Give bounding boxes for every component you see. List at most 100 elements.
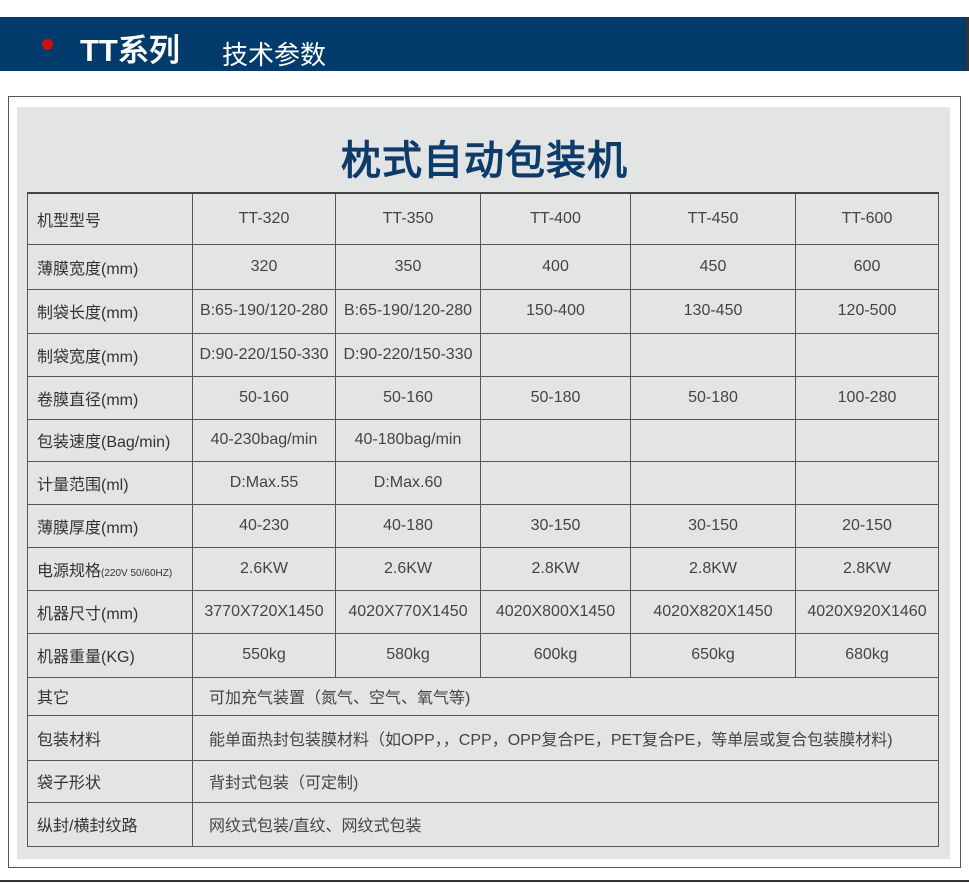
table-header-row: 机型型号 TT-320 TT-350 TT-400 TT-450 TT-600 — [27, 192, 939, 245]
merged-value-cell: 背封式包装（可定制) — [192, 759, 939, 803]
model-header-cell: TT-320 — [192, 192, 336, 245]
row-label-cell: 薄膜厚度(mm) — [27, 503, 193, 548]
model-header-cell: TT-400 — [480, 192, 631, 245]
header-banner: TT系列 技术参数 — [0, 17, 969, 71]
table-row: 制袋长度(mm) B:65-190/120-280 B:65-190/120-280… — [27, 288, 939, 334]
value-cell: 450 — [630, 243, 796, 290]
value-cell: 4020X800X1450 — [480, 589, 631, 634]
row-label-cell: 包装速度(Bag/min) — [27, 418, 193, 462]
value-cell — [630, 418, 796, 462]
value-cell: 350 — [335, 243, 481, 290]
series-title: TT系列 — [80, 33, 180, 68]
table-row: 计量范围(ml) D:Max.55 D:Max.60 — [27, 460, 939, 505]
value-cell: 40-230 — [192, 503, 336, 548]
row-label-cell: 机器重量(KG) — [27, 632, 193, 678]
model-label-cell: 机型型号 — [27, 192, 193, 245]
model-header-cell: TT-350 — [335, 192, 481, 245]
value-cell: 600kg — [480, 632, 631, 678]
value-cell: D:Max.60 — [335, 460, 481, 505]
row-label: 薄膜宽度(mm) — [37, 260, 139, 278]
value-cell: 600 — [795, 243, 939, 290]
merged-row: 其它 可加充气装置（氮气、空气、氧气等) — [27, 676, 939, 716]
value-cell — [795, 418, 939, 462]
value-cell — [630, 332, 796, 377]
value-cell: 650kg — [630, 632, 796, 678]
value-cell: 4020X920X1460 — [795, 589, 939, 634]
value-cell: 20-150 — [795, 503, 939, 548]
row-label: 制袋长度(mm) — [37, 305, 139, 322]
table-row: 薄膜宽度(mm) 320 350 400 450 600 — [27, 243, 939, 290]
value-cell: B:65-190/120-280 — [335, 288, 481, 334]
value-cell: 4020X820X1450 — [630, 589, 796, 634]
value-cell: 2.8KW — [795, 546, 939, 591]
merged-value-cell: 能单面热封包装膜材料（如OPP，，CPP，OPP复合PE，PET复合PE，等单层… — [192, 714, 939, 761]
merged-value-cell: 可加充气装置（氮气、空气、氧气等) — [192, 676, 939, 716]
row-label-cell: 机器尺寸(mm) — [27, 589, 193, 634]
merged-row: 袋子形状 背封式包装（可定制) — [27, 759, 939, 803]
value-cell: 120-500 — [795, 288, 939, 334]
merged-value-cell: 网纹式包装/直纹、网纹式包装 — [192, 801, 939, 847]
table-row: 机器重量(KG) 550kg 580kg 600kg 650kg 680kg — [27, 632, 939, 678]
row-label: 卷膜直径(mm) — [37, 391, 139, 409]
value-cell: 30-150 — [630, 503, 796, 548]
row-label-cell: 计量范围(ml) — [27, 460, 193, 505]
value-cell: 50-160 — [335, 375, 481, 420]
row-label-cell: 电源规格(220V 50/60HZ) — [27, 546, 193, 591]
row-label: 制袋宽度(mm) — [37, 348, 139, 366]
row-label: 机器重量(KG) — [37, 649, 135, 666]
model-header-cell: TT-600 — [795, 192, 939, 245]
value-cell — [630, 460, 796, 505]
row-label-cell: 薄膜宽度(mm) — [27, 243, 193, 290]
value-cell: 2.8KW — [480, 546, 631, 591]
table-row: 卷膜直径(mm) 50-160 50-160 50-180 50-180 100-280 — [27, 375, 939, 420]
product-title: 枕式自动包装机 — [341, 138, 628, 184]
value-cell: 50-160 — [192, 375, 336, 420]
value-cell — [795, 460, 939, 505]
value-cell: 2.6KW — [192, 546, 336, 591]
row-label-cell: 包装材料 — [27, 714, 193, 761]
value-cell: 2.6KW — [335, 546, 481, 591]
table-row: 机器尺寸(mm) 3770X720X1450 4020X770X1450 4020X8… — [27, 589, 939, 634]
row-label-cell: 制袋宽度(mm) — [27, 332, 193, 377]
row-label-cell: 卷膜直径(mm) — [27, 375, 193, 420]
value-cell: 100-280 — [795, 375, 939, 420]
value-cell: 400 — [480, 243, 631, 290]
row-label-cell: 制袋长度(mm) — [27, 288, 193, 334]
spec-table-body: 机型型号 TT-320 TT-350 TT-400 TT-450 TT-600 薄膜宽度(m… — [27, 192, 939, 847]
table-row: 电源规格(220V 50/60HZ) 2.6KW 2.6KW 2.8KW 2.8KW 2.… — [27, 546, 939, 591]
value-cell — [480, 418, 631, 462]
table-row: 包装速度(Bag/min) 40-230bag/min 40-180bag/min — [27, 418, 939, 462]
table-row: 薄膜厚度(mm) 40-230 40-180 30-150 30-150 20-150 — [27, 503, 939, 548]
value-cell: 3770X720X1450 — [192, 589, 336, 634]
model-header-cell: TT-450 — [630, 192, 796, 245]
divider — [0, 880, 969, 882]
value-cell: 40-180bag/min — [335, 418, 481, 462]
spec-table: 机型型号 TT-320 TT-350 TT-400 TT-450 TT-600 薄膜宽度(m… — [27, 192, 939, 847]
value-cell: D:90-220/150-330 — [192, 332, 336, 377]
section-subtitle: 技术参数 — [222, 41, 327, 71]
value-cell — [480, 460, 631, 505]
red-dot-icon — [42, 39, 53, 50]
value-cell: 4020X770X1450 — [335, 589, 481, 634]
row-label-cell: 袋子形状 — [27, 759, 193, 803]
table-row: 制袋宽度(mm) D:90-220/150-330 D:90-220/150-330 — [27, 332, 939, 377]
row-label: 电源规格 — [37, 562, 102, 580]
value-cell — [795, 332, 939, 377]
merged-row: 纵封/横封纹路 网纹式包装/直纹、网纹式包装 — [27, 801, 939, 847]
value-cell: 130-450 — [630, 288, 796, 334]
value-cell: 550kg — [192, 632, 336, 678]
value-cell: 40-180 — [335, 503, 481, 548]
value-cell: 2.8KW — [630, 546, 796, 591]
value-cell — [480, 332, 631, 377]
value-cell: B:65-190/120-280 — [192, 288, 336, 334]
value-cell: D:Max.55 — [192, 460, 336, 505]
value-cell: 50-180 — [630, 375, 796, 420]
row-label: 计量范围(ml) — [37, 476, 129, 494]
value-cell: 30-150 — [480, 503, 631, 548]
value-cell: 150-400 — [480, 288, 631, 334]
value-cell: 320 — [192, 243, 336, 290]
row-label: 薄膜厚度(mm) — [37, 519, 139, 537]
value-cell: 40-230bag/min — [192, 418, 336, 462]
value-cell: 50-180 — [480, 375, 631, 420]
merged-row: 包装材料 能单面热封包装膜材料（如OPP，，CPP，OPP复合PE，PET复合PE… — [27, 714, 939, 761]
